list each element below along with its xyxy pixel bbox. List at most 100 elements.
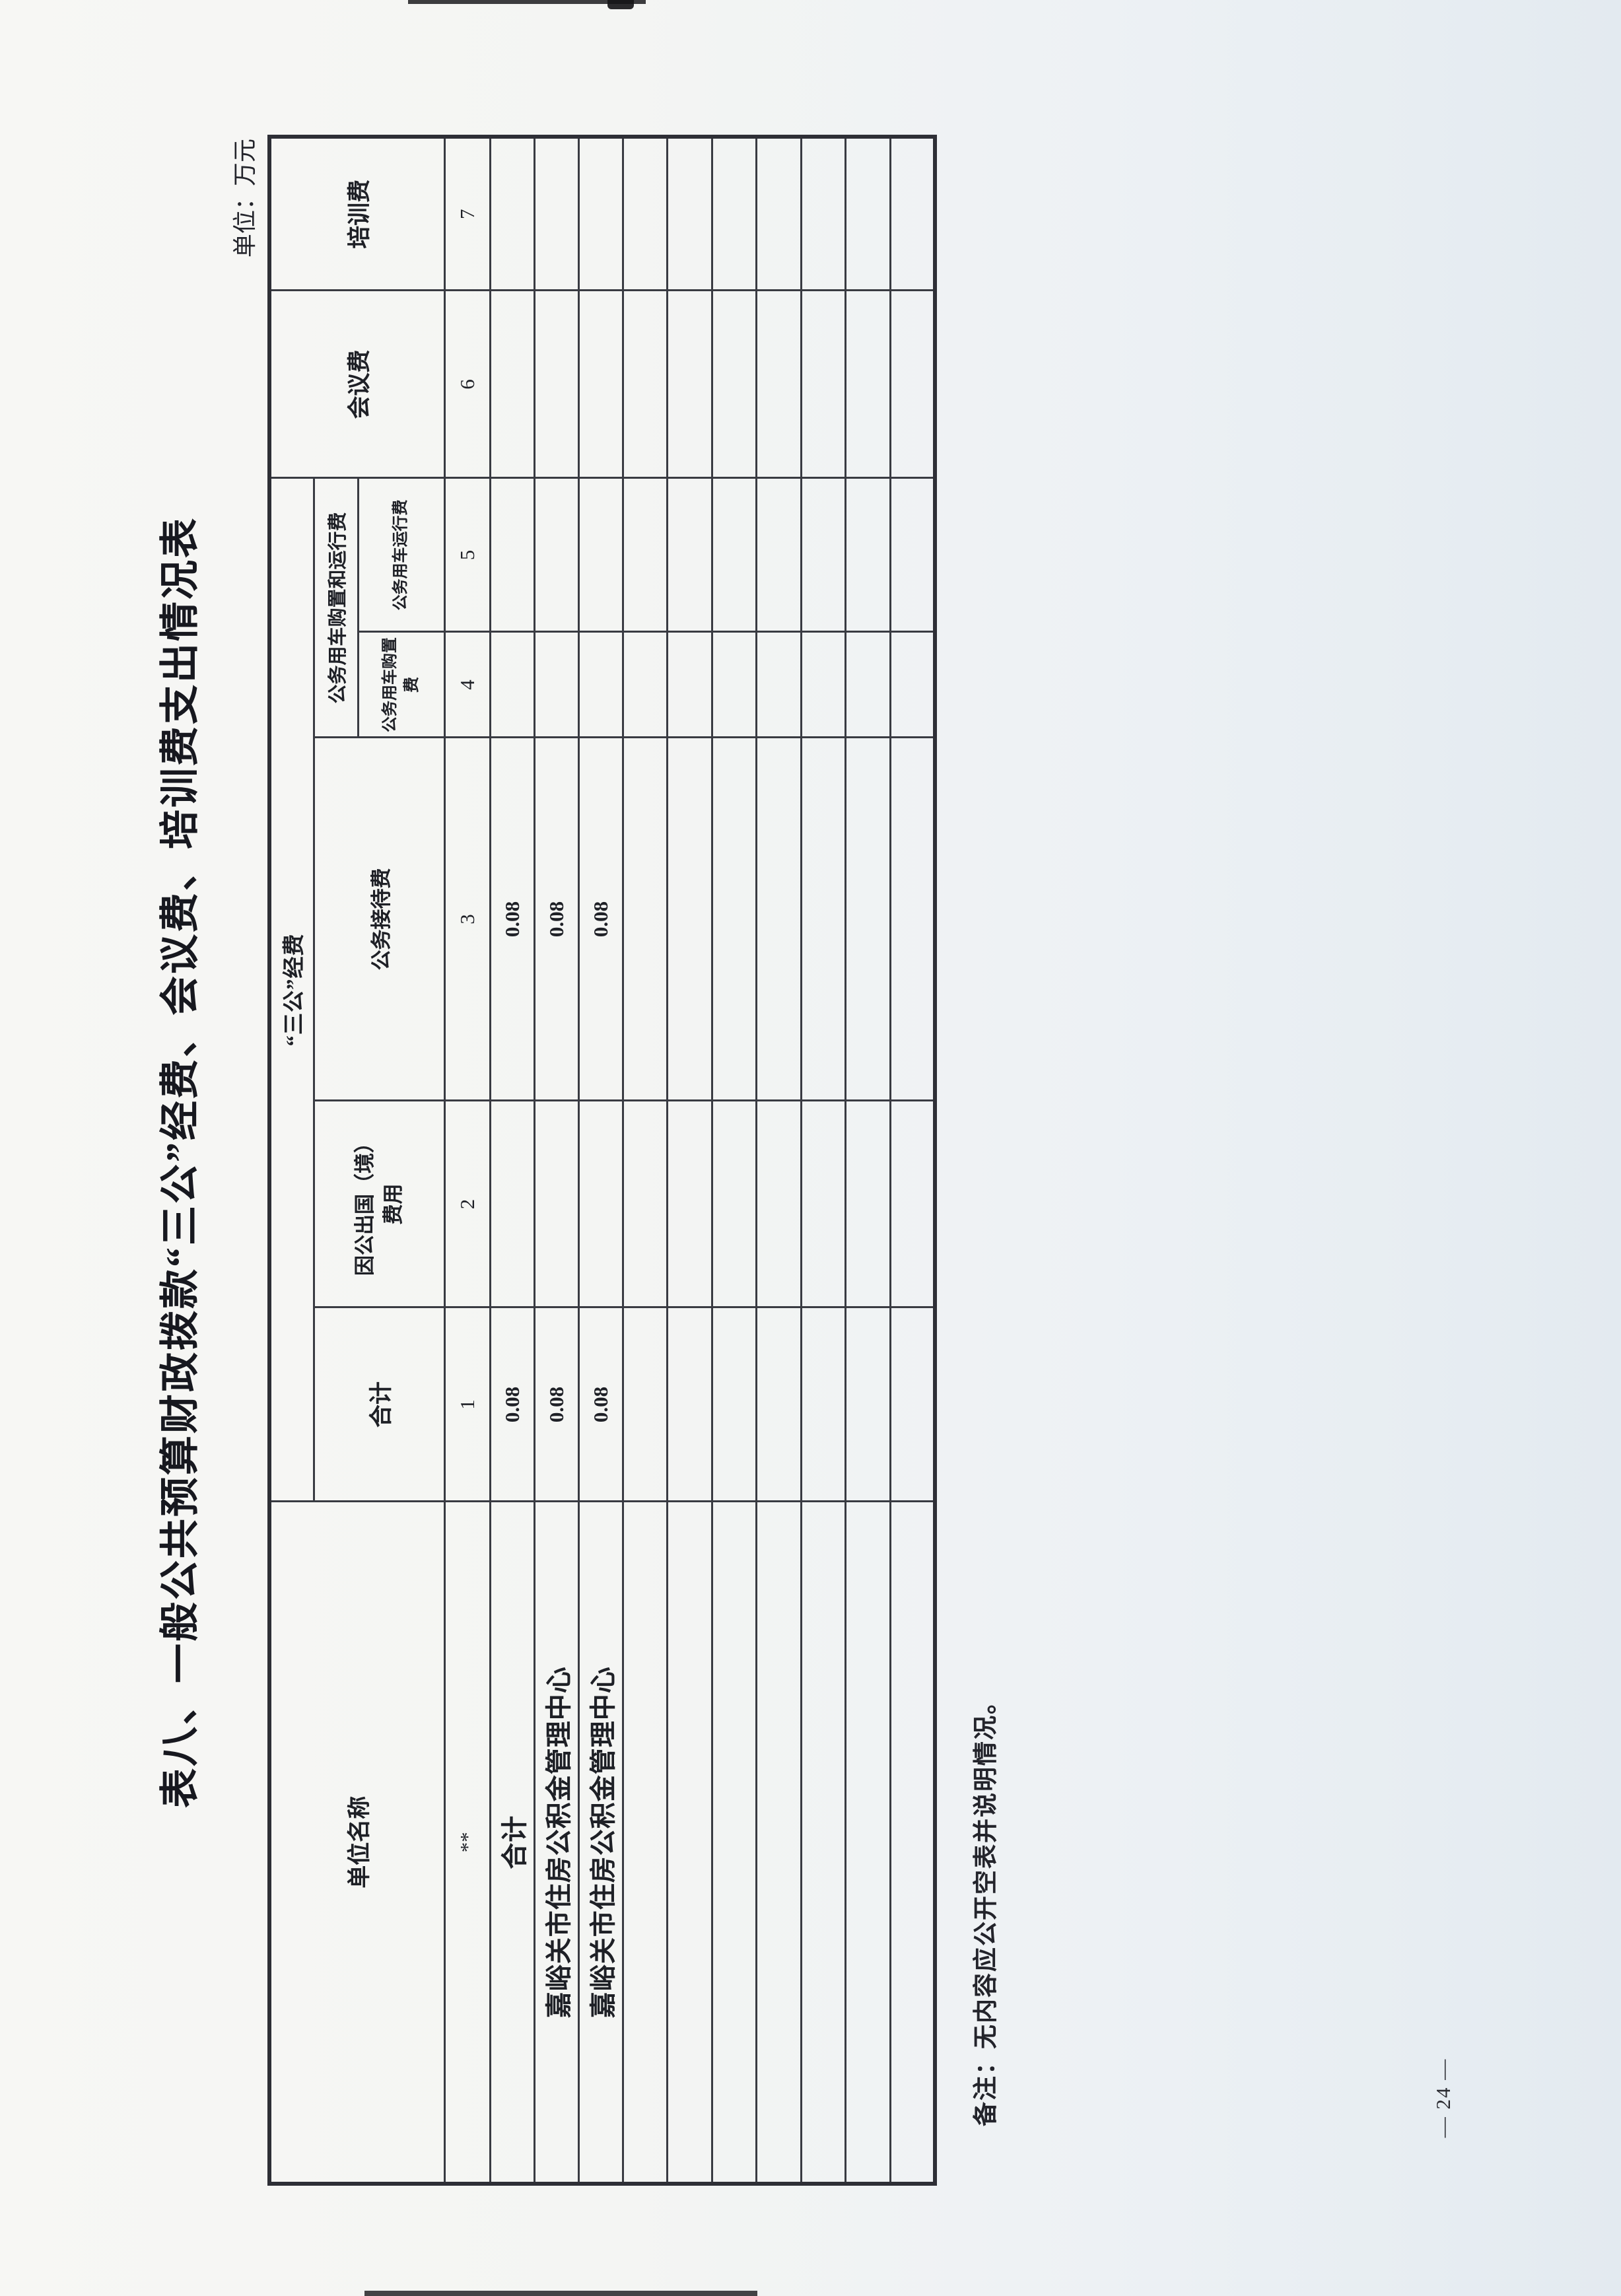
- unit-name-cell: [712, 1502, 757, 2184]
- table-row: [756, 136, 801, 2184]
- index-cell: 5: [444, 477, 490, 632]
- value-cell: [712, 477, 757, 632]
- header-training-fee: 培训费: [269, 136, 444, 291]
- value-cell: [623, 136, 668, 291]
- value-cell: [801, 632, 846, 738]
- value-cell: [890, 1307, 935, 1502]
- scan-artifact-top-blob: [607, 0, 634, 9]
- value-cell: 0.08: [534, 738, 578, 1101]
- value-cell: [845, 290, 890, 478]
- header-row-1: 单位名称 “三公”经费 会议费 培训费: [269, 136, 444, 2184]
- value-cell: [890, 1101, 935, 1307]
- table-row: [845, 136, 890, 2184]
- header-vehicle-operation-fee: 公务用车运行费: [358, 477, 444, 632]
- value-cell: [623, 738, 668, 1101]
- value-cell: [623, 477, 668, 632]
- remark-note: 备注：无内容应公开空表并说明情况。: [973, 1688, 1000, 2126]
- index-cell: 6: [444, 290, 490, 478]
- value-cell: [712, 290, 757, 478]
- value-cell: [890, 477, 935, 632]
- value-cell: [667, 290, 712, 478]
- value-cell: [578, 136, 623, 291]
- index-cell: 1: [444, 1307, 490, 1502]
- value-cell: 0.08: [578, 738, 623, 1101]
- value-cell: [490, 477, 534, 632]
- value-cell: [845, 738, 890, 1101]
- value-cell: [490, 632, 534, 738]
- unit-name-cell: 嘉峪关市住房公积金管理中心: [578, 1502, 623, 2184]
- expenditure-table: 单位名称 “三公”经费 会议费 培训费 合计 因公出国（境）费用 公务接待费 公…: [267, 134, 937, 2186]
- value-cell: [756, 1307, 801, 1502]
- value-cell: [756, 738, 801, 1101]
- value-cell: [845, 1307, 890, 1502]
- table-row: 嘉峪关市住房公积金管理中心 0.08 0.08: [578, 136, 623, 2184]
- table-row: [712, 136, 757, 2184]
- value-cell: [756, 290, 801, 478]
- value-cell: [578, 632, 623, 738]
- value-cell: 0.08: [534, 1307, 578, 1502]
- value-cell: 0.08: [490, 1307, 534, 1502]
- header-vehicle-purchase-fee: 公务用车购置费: [358, 632, 444, 738]
- column-index-row: ** 1 2 3 4 5 6 7: [444, 136, 490, 2184]
- value-cell: [667, 738, 712, 1101]
- unit-name-cell: 合计: [490, 1502, 534, 2184]
- value-cell: [712, 1101, 757, 1307]
- index-cell: 2: [444, 1101, 490, 1307]
- value-cell: [534, 290, 578, 478]
- value-cell: [712, 1307, 757, 1502]
- value-cell: [623, 290, 668, 478]
- header-unit-name: 单位名称: [269, 1502, 444, 2184]
- unit-name-cell: [845, 1502, 890, 2184]
- scan-artifact-top-edge: [408, 0, 646, 4]
- value-cell: [801, 477, 846, 632]
- value-cell: [578, 290, 623, 478]
- value-cell: [534, 136, 578, 291]
- value-cell: [845, 136, 890, 291]
- value-cell: [667, 1307, 712, 1502]
- value-cell: [490, 136, 534, 291]
- value-cell: 0.08: [578, 1307, 623, 1502]
- value-cell: 0.08: [490, 738, 534, 1101]
- value-cell: [845, 1101, 890, 1307]
- value-cell: [667, 632, 712, 738]
- header-abroad-fee: 因公出国（境）费用: [314, 1101, 444, 1307]
- value-cell: [712, 136, 757, 291]
- value-cell: [890, 632, 935, 738]
- index-cell: 3: [444, 738, 490, 1101]
- value-cell: [890, 290, 935, 478]
- value-cell: [756, 1101, 801, 1307]
- value-cell: [667, 477, 712, 632]
- header-reception-fee: 公务接待费: [314, 738, 444, 1101]
- unit-of-measure-note: 单位：万元: [232, 139, 258, 258]
- value-cell: [801, 1307, 846, 1502]
- value-cell: [534, 1101, 578, 1307]
- unit-name-cell: 嘉峪关市住房公积金管理中心: [534, 1502, 578, 2184]
- value-cell: [534, 632, 578, 738]
- unit-name-cell: [890, 1502, 935, 2184]
- table-row: [667, 136, 712, 2184]
- unit-name-cell: [667, 1502, 712, 2184]
- value-cell: [756, 136, 801, 291]
- value-cell: [845, 477, 890, 632]
- value-cell: [578, 1101, 623, 1307]
- header-total: 合计: [314, 1307, 444, 1502]
- value-cell: [890, 738, 935, 1101]
- header-abroad-fee-label: 因公出国（境）费用: [353, 1132, 405, 1276]
- unit-name-cell: [623, 1502, 668, 2184]
- page-number: — 24 —: [1431, 2058, 1455, 2138]
- value-cell: [756, 632, 801, 738]
- value-cell: [623, 1307, 668, 1502]
- value-cell: [490, 1101, 534, 1307]
- value-cell: [534, 477, 578, 632]
- value-cell: [801, 136, 846, 291]
- header-three-public-group: “三公”经费: [269, 477, 314, 1502]
- value-cell: [890, 136, 935, 291]
- value-cell: [712, 738, 757, 1101]
- table-row: 合计 0.08 0.08: [490, 136, 534, 2184]
- table-body: 合计 0.08 0.08 嘉峪关市住房公积金管理中心 0.08 0.08 嘉峪关市住房公积金…: [490, 136, 935, 2184]
- value-cell: [756, 477, 801, 632]
- index-cell: **: [444, 1502, 490, 2184]
- scan-artifact-bottom-edge: [364, 2291, 757, 2296]
